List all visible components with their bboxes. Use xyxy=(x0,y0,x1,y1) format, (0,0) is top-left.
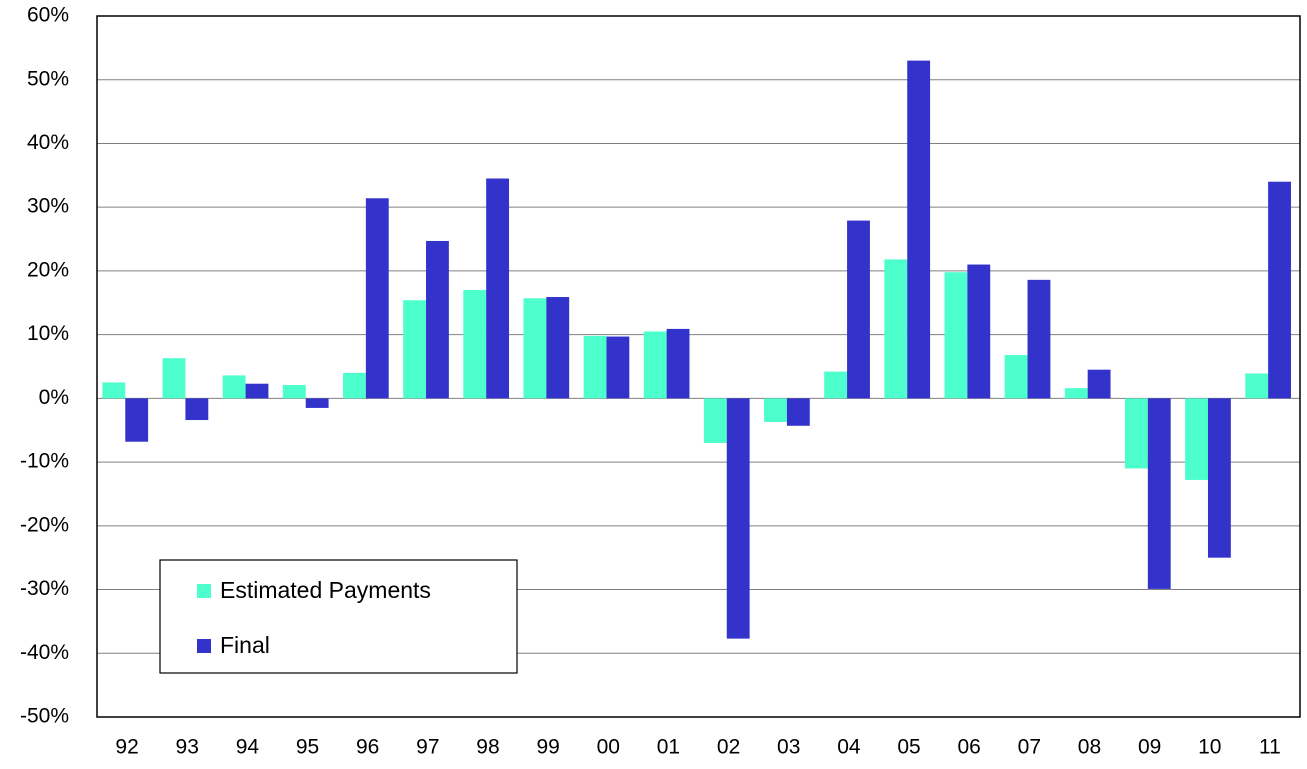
legend-box xyxy=(159,559,518,674)
bar xyxy=(1147,398,1171,589)
bar xyxy=(1268,181,1291,399)
y-tick-label: 20% xyxy=(27,258,69,281)
bar xyxy=(1124,398,1148,469)
y-tick-label: 60% xyxy=(27,4,69,27)
bar xyxy=(185,398,209,421)
bar xyxy=(523,298,547,399)
bar xyxy=(1207,398,1231,558)
y-tick-label: 0% xyxy=(39,386,69,409)
bar xyxy=(1185,398,1208,480)
x-tick-label: 96 xyxy=(356,736,379,759)
x-tick-label: 93 xyxy=(176,736,199,759)
bar xyxy=(426,240,449,399)
x-tick-label: 03 xyxy=(777,736,800,759)
y-tick-label: 30% xyxy=(27,195,69,218)
y-tick-label: -10% xyxy=(20,450,69,473)
x-tick-label: 02 xyxy=(717,736,740,759)
x-tick-label: 04 xyxy=(837,736,861,759)
x-tick-label: 92 xyxy=(115,736,138,759)
bar xyxy=(486,178,510,399)
y-tick-label: 50% xyxy=(27,67,69,90)
bar xyxy=(1087,369,1111,399)
bar xyxy=(282,384,306,399)
y-tick-label: -50% xyxy=(20,705,69,728)
y-tick-label: -30% xyxy=(20,577,69,600)
legend: Estimated Payments Final xyxy=(159,559,518,674)
x-tick-label: 06 xyxy=(957,736,980,759)
x-tick-label: 99 xyxy=(536,736,559,759)
bar xyxy=(245,383,269,399)
x-tick-label: 00 xyxy=(597,736,620,759)
bar xyxy=(967,264,991,399)
y-tick-label: -40% xyxy=(20,641,69,664)
y-tick-label: 40% xyxy=(27,131,69,154)
bar xyxy=(666,328,690,399)
bar xyxy=(1245,373,1269,399)
x-tick-label: 05 xyxy=(897,736,920,759)
y-tick-label: -20% xyxy=(20,513,69,536)
bar xyxy=(847,220,870,399)
bar xyxy=(546,297,570,399)
x-tick-label: 98 xyxy=(476,736,499,759)
legend-label: Final xyxy=(220,632,270,658)
bar xyxy=(102,382,126,399)
bar xyxy=(1004,355,1028,399)
bar xyxy=(1064,388,1088,399)
x-tick-label: 10 xyxy=(1198,736,1221,759)
bar xyxy=(305,398,329,408)
legend-swatch xyxy=(197,639,211,653)
x-tick-label: 95 xyxy=(296,736,319,759)
bar xyxy=(824,371,848,399)
x-tick-label: 09 xyxy=(1138,736,1161,759)
x-tick-label: 07 xyxy=(1018,736,1041,759)
bar xyxy=(1027,279,1051,399)
bar xyxy=(703,398,727,443)
bar xyxy=(944,272,968,399)
bar xyxy=(884,259,908,399)
bar xyxy=(463,290,487,399)
x-tick-label: 97 xyxy=(416,736,439,759)
bar xyxy=(222,375,246,399)
x-tick-label: 01 xyxy=(657,736,680,759)
bar xyxy=(643,331,667,399)
bar xyxy=(125,398,149,442)
x-tick-label: 11 xyxy=(1259,736,1281,759)
x-tick-label: 08 xyxy=(1078,736,1101,759)
legend-swatch xyxy=(197,584,211,598)
bar xyxy=(162,358,186,399)
bar xyxy=(764,398,787,422)
plot-frame xyxy=(96,15,1301,718)
bar xyxy=(786,398,810,426)
legend-label: Estimated Payments xyxy=(220,577,431,603)
x-tick-label: 94 xyxy=(236,736,260,759)
bar xyxy=(583,335,607,399)
bar xyxy=(907,60,931,399)
y-tick-label: 10% xyxy=(27,322,69,345)
bar xyxy=(343,372,366,399)
bar xyxy=(365,198,389,399)
bar xyxy=(726,398,750,639)
bar xyxy=(403,300,427,399)
bar xyxy=(606,336,630,399)
